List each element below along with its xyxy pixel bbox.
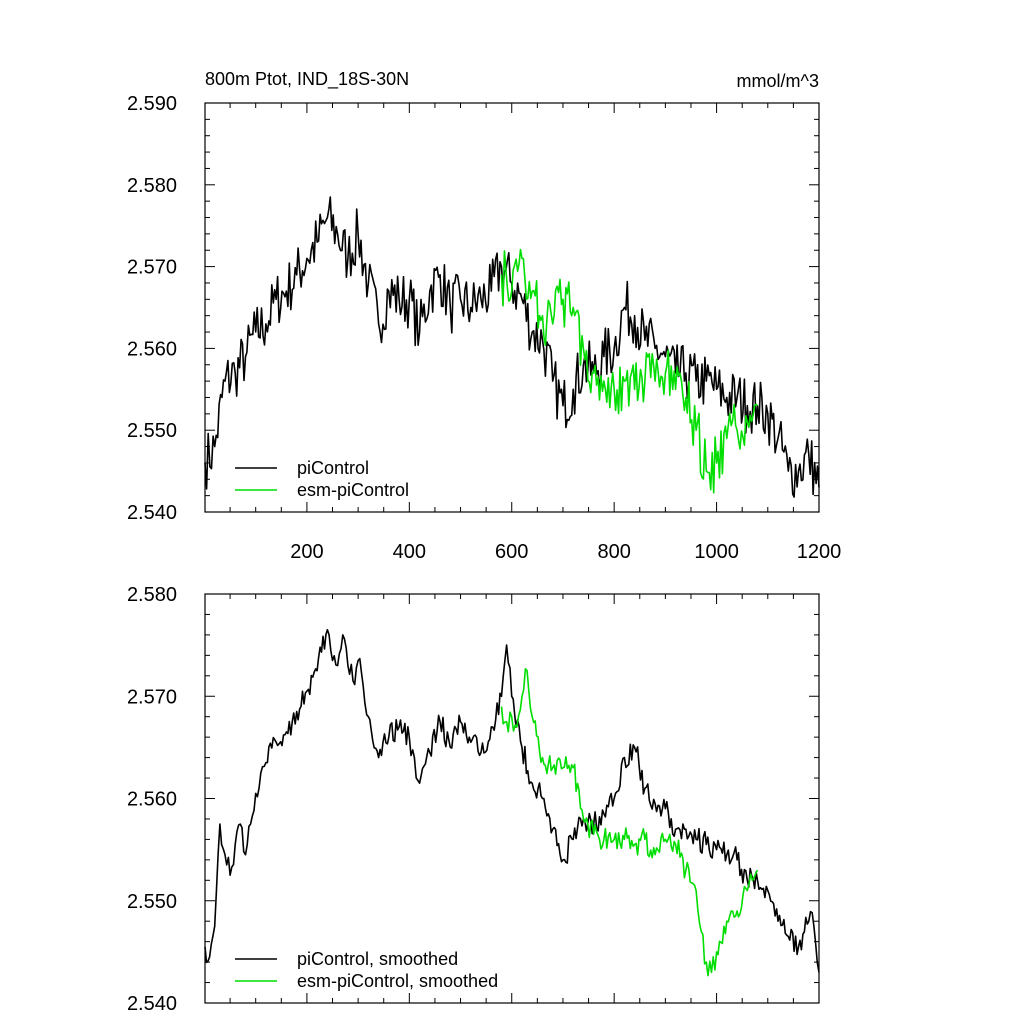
top-ytick-label: 2.560 <box>127 338 177 360</box>
series-line-esm-picontrol-smoothed <box>500 667 759 977</box>
top-panel: 2.540 2.550 2.560 2.570 2.580 2.590 200 400 600 8… <box>127 93 841 563</box>
top-xtick-label: 800 <box>597 541 630 563</box>
top-ytick-label: 2.550 <box>127 420 177 442</box>
top-xtick-label: 600 <box>495 541 528 563</box>
top-plot-frame <box>204 102 820 513</box>
top-ytick-label: 2.540 <box>127 502 177 524</box>
top-xtick-label: 1200 <box>797 541 842 563</box>
bottom-ytick-label: 2.560 <box>127 789 177 811</box>
series-line-picontrol-smoothed <box>204 628 820 973</box>
top-legend-label: piControl <box>297 458 369 478</box>
top-ytick-label: 2.570 <box>127 257 177 279</box>
chart-title: 800m Ptot, IND_18S-30N <box>205 69 409 90</box>
units-label: mmol/m^3 <box>737 71 819 91</box>
series-line-esm-picontrol <box>500 248 759 494</box>
top-xtick-label: 200 <box>290 541 323 563</box>
bottom-ytick-label: 2.540 <box>127 993 177 1015</box>
bottom-ytick-label: 2.550 <box>127 891 177 913</box>
bottom-ytick-label: 2.570 <box>127 686 177 708</box>
top-ytick-label: 2.590 <box>127 93 177 115</box>
top-ytick-label: 2.580 <box>127 175 177 197</box>
bottom-legend-label: piControl, smoothed <box>297 949 458 969</box>
top-xtick-label: 400 <box>393 541 426 563</box>
bottom-panel: 2.540 2.550 2.560 2.570 2.580 piControl, smoo… <box>127 584 820 1015</box>
series-line-picontrol <box>204 196 820 498</box>
bottom-plot-frame <box>204 593 820 1004</box>
top-xtick-label: 1000 <box>694 541 739 563</box>
top-legend-label: esm-piControl <box>297 480 409 500</box>
bottom-legend-label: esm-piControl, smoothed <box>297 971 498 991</box>
bottom-ytick-label: 2.580 <box>127 584 177 606</box>
